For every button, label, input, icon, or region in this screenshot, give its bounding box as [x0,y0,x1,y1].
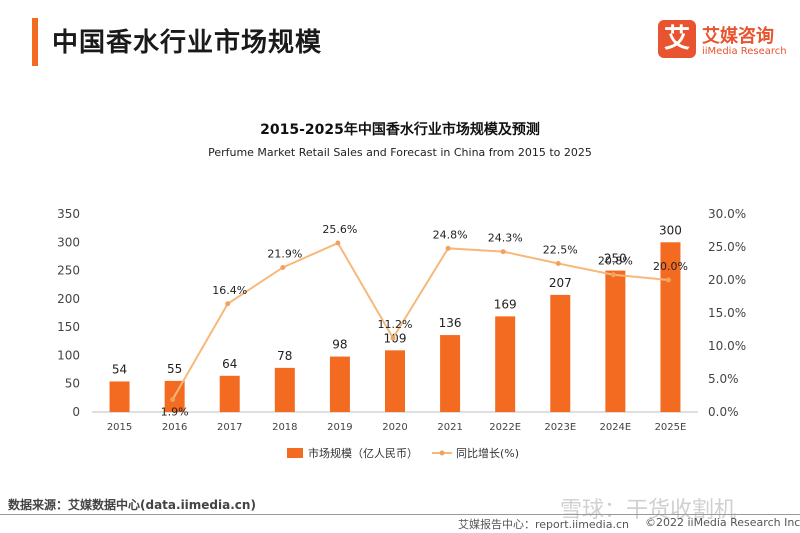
legend-line-marker [439,450,445,456]
logo-name-en: iiMedia Research [702,46,787,57]
bar [440,335,461,412]
y-right-tick-label: 0.0% [708,405,739,419]
bar-value-label: 250 [604,252,627,266]
x-tick-label: 2025E [655,422,687,433]
y-left-tick-label: 0 [72,405,80,419]
bar [495,316,516,412]
footer-copyright: ©2022 iiMedia Research Inc [645,516,800,529]
x-tick-label: 2017 [217,422,242,433]
bar-value-label: 64 [222,357,237,371]
bar-value-label: 78 [277,349,292,363]
y-left-tick-label: 100 [57,348,80,362]
legend-bar-label: 市场规模（亿人民币） [308,446,418,460]
growth-value-label: 21.9% [267,247,302,260]
y-right-tick-label: 25.0% [708,240,746,254]
x-tick-label: 2023E [544,422,576,433]
x-tick-label: 2021 [437,422,462,433]
growth-point [445,245,451,251]
growth-point [225,301,231,307]
legend-bar-swatch [287,448,303,458]
plot-area: 0 50 100 150 200 250 300 350 0.0% 5.0% 10.0% 15.0% 2… [57,207,746,460]
chart-title: 2015-2025年中国香水行业市场规模及预测 [260,121,540,138]
chart-subtitle: Perfume Market Retail Sales and Forecast… [208,146,592,159]
x-tick-label: 2022E [489,422,521,433]
y-left-tick-label: 200 [57,292,80,306]
logo-icon: 艾 [658,20,696,58]
x-tick-label: 2018 [272,422,297,433]
bar-value-label: 136 [439,316,462,330]
y-left-tick-label: 350 [57,207,80,221]
y-left-tick-label: 150 [57,320,80,334]
bar [109,381,130,412]
bar [329,356,350,412]
logo-name-cn: 艾媒咨询 [702,26,774,47]
footer-divider [0,514,800,515]
y-right-tick-label: 20.0% [708,273,746,287]
growth-value-label: 24.8% [433,228,468,241]
growth-point [500,249,506,255]
market-size-chart: 2015-2025年中国香水行业市场规模及预测 Perfume Market R… [57,121,746,460]
growth-value-label: 16.4% [212,284,247,297]
bar [660,242,681,412]
growth-point [555,261,561,266]
title-accent-bar [32,18,38,66]
growth-point [390,335,396,341]
x-tick-label: 2020 [382,422,407,433]
y-right-tick-label: 10.0% [708,339,746,353]
y-right-tick-label: 30.0% [708,207,746,221]
growth-line [171,241,669,400]
growth-point [280,264,286,270]
x-tick-label: 2024E [599,422,631,433]
x-tick-label: 2019 [327,422,352,433]
bar [385,350,405,412]
brand-logo: 艾 艾媒咨询 iiMedia Research [658,20,788,64]
bar-value-label: 54 [112,362,127,376]
x-tick-label: 2016 [162,422,187,433]
bar-value-label: 98 [332,338,347,352]
bar-value-label: 169 [494,297,517,311]
footer-report-center: 艾媒报告中心：report.iimedia.cn [458,518,629,531]
bar-value-label: 207 [549,276,572,290]
growth-value-label: 11.2% [378,318,413,331]
page-title: 中国香水行业市场规模 [52,28,323,58]
growth-value-label: 20.8% [598,255,633,268]
y-right-tick-label: 5.0% [708,372,739,386]
watermark: 雪球：干货收割机 [560,498,737,523]
x-tick-label: 2015 [107,422,132,433]
y-right-tick-label: 15.0% [708,306,746,320]
y-left-tick-label: 300 [57,235,80,249]
growth-point [170,396,176,402]
growth-value-label: 25.6% [322,223,357,236]
growth-point [665,277,671,283]
growth-value-label: 22.5% [543,244,578,257]
bar-value-label: 55 [167,362,182,376]
legend-line-label: 同比增长(%) [456,446,519,460]
growth-value-label: 24.3% [488,232,523,245]
bar [219,375,240,412]
y-left-tick-label: 250 [57,264,80,278]
growth-value-label: 1.9% [161,405,189,418]
bar [550,294,571,412]
data-source: 数据来源：艾媒数据中心(data.iimedia.cn) [8,498,256,512]
growth-value-label: 20.0% [653,260,688,273]
growth-point [610,272,616,278]
y-left-tick-label: 50 [65,377,80,391]
growth-point [335,240,341,246]
bar [605,270,626,412]
bar-value-label: 300 [659,223,682,237]
bar [274,367,295,412]
